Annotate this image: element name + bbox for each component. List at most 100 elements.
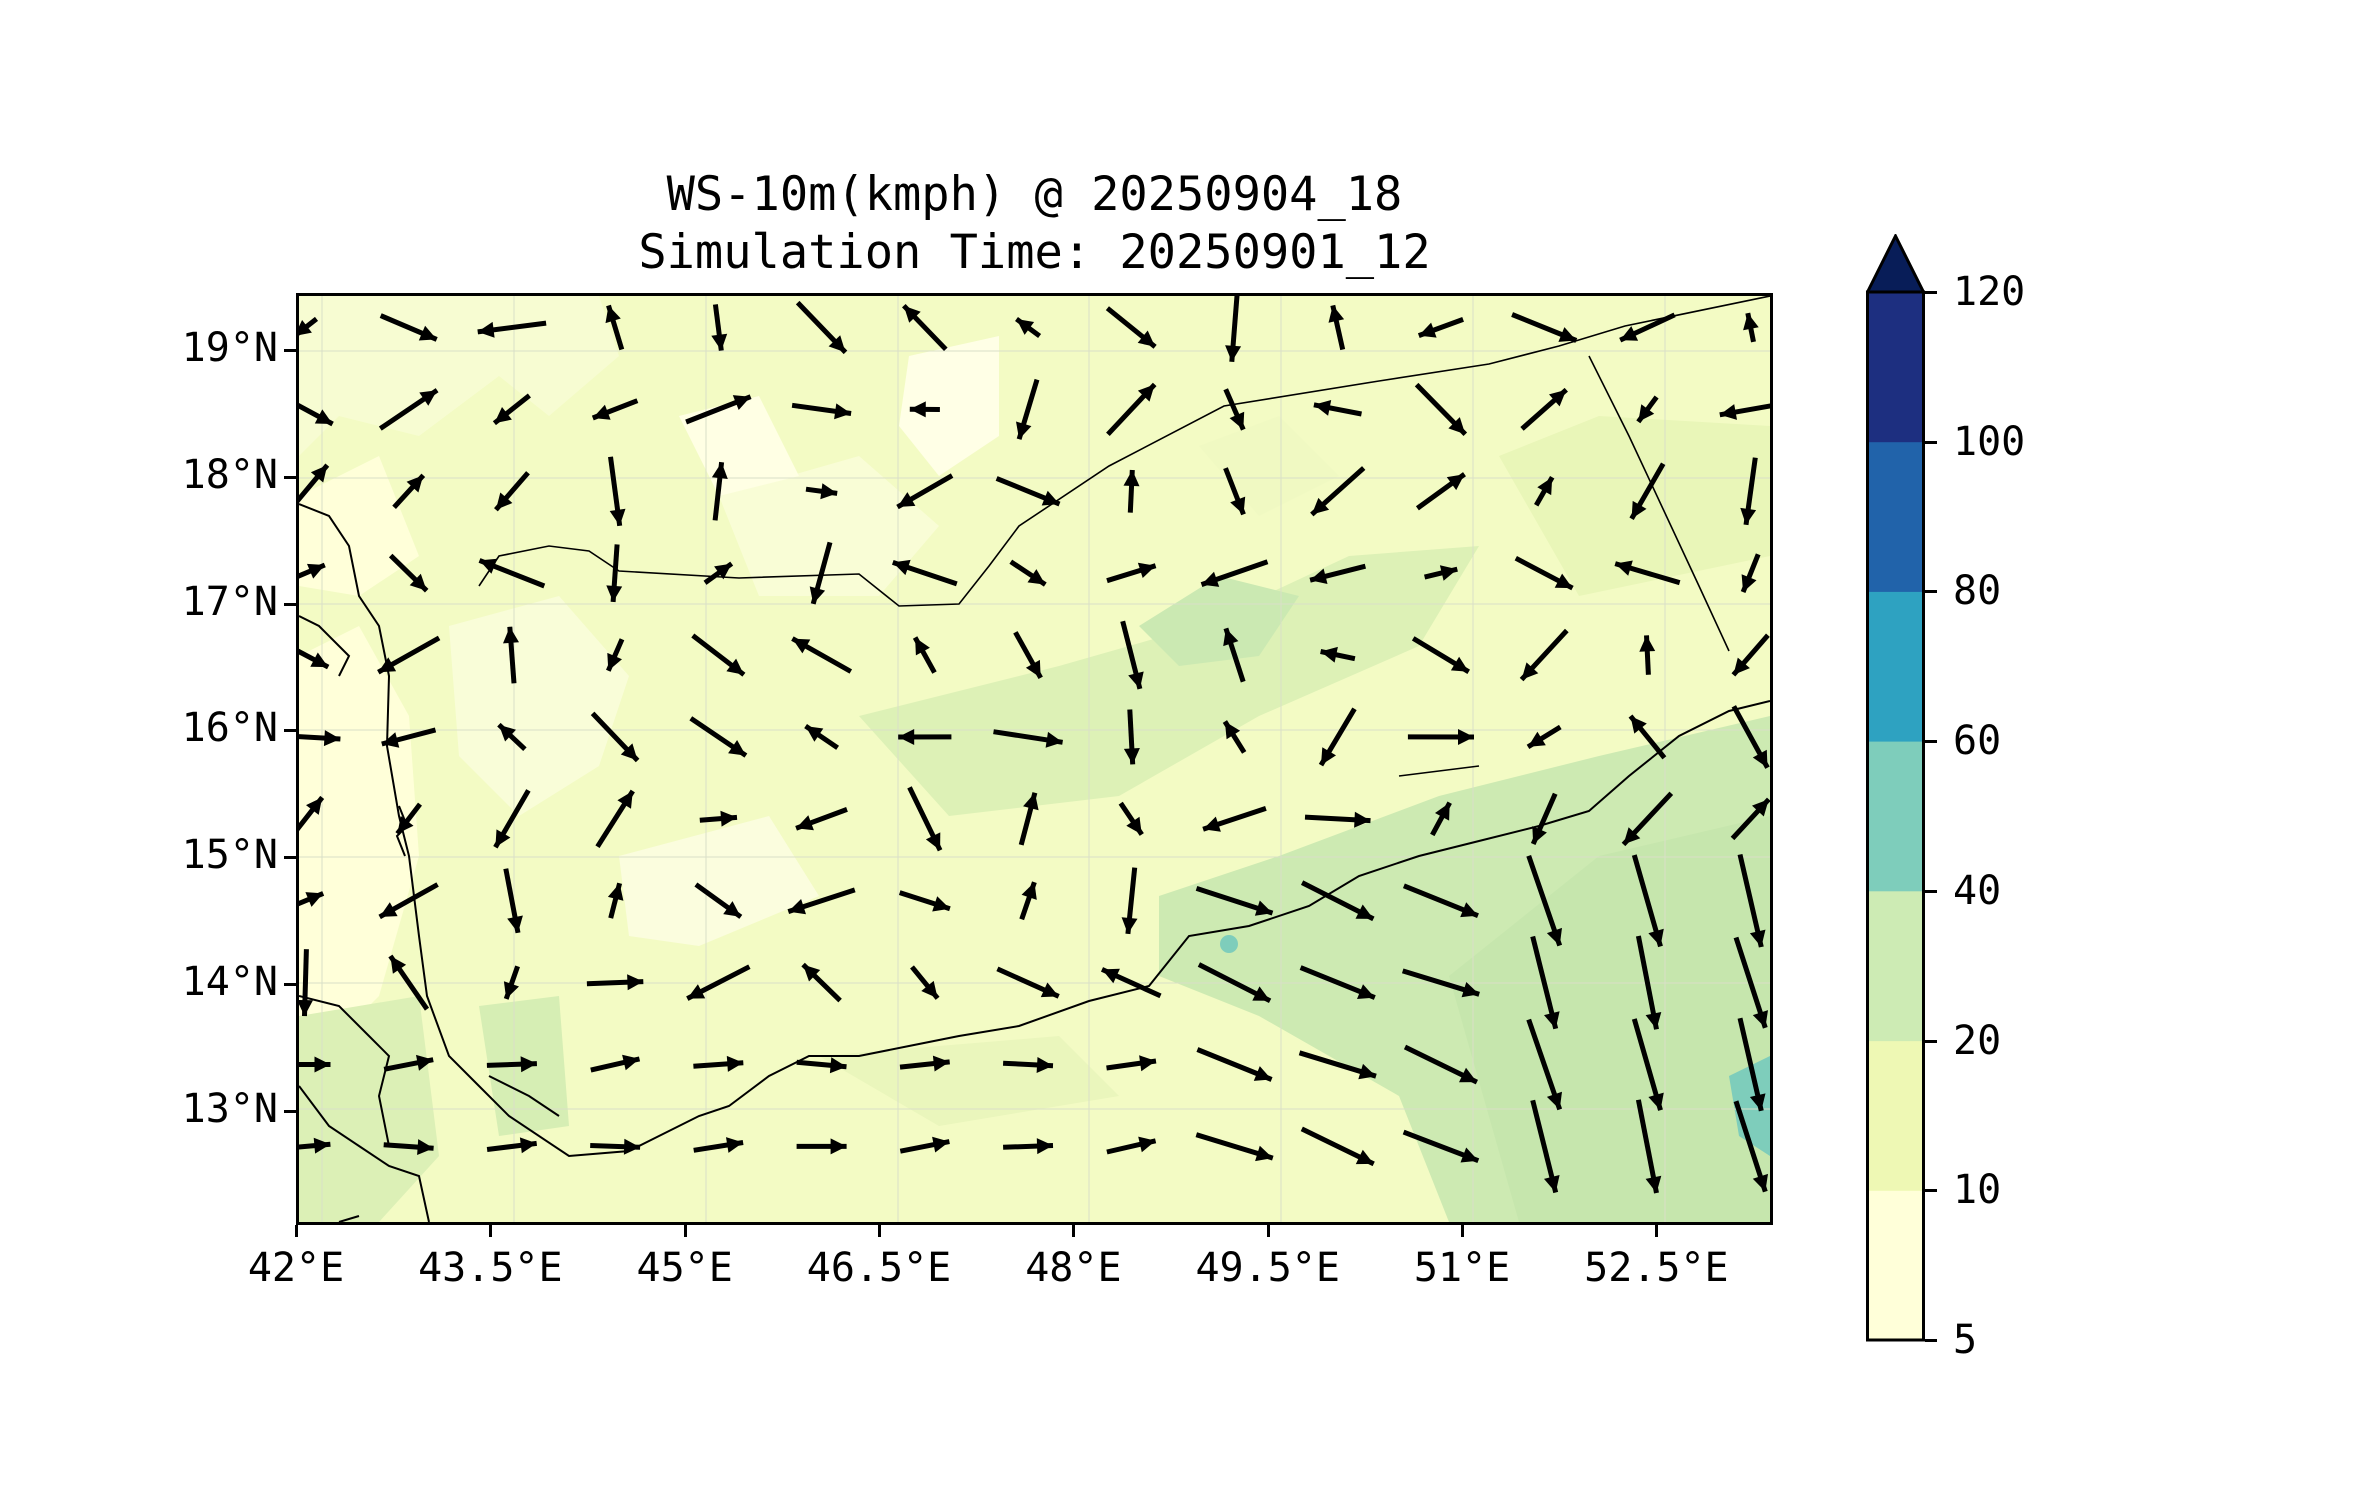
wind-arrow [606,544,623,603]
wind-arrow [1222,720,1247,754]
wind-arrow [912,636,937,674]
wind-arrow [299,648,330,670]
wind-arrow [299,562,326,579]
wind-arrow [689,716,748,758]
wind-arrow [899,1055,950,1072]
wind-arrow [995,476,1061,507]
wind-arrow [993,729,1063,748]
wind-arrow [711,461,728,521]
wind-arrow [590,1138,641,1155]
wind-arrow [1401,968,1480,998]
wind-arrow [1731,705,1770,769]
wind-arrow [1534,476,1555,507]
wind-arrow [1740,457,1758,526]
wind-arrow [1225,296,1242,362]
wind-arrow [795,807,848,831]
colorbar-tick-mark [1925,1039,1937,1043]
wind-arrow [299,949,313,1017]
wind-arrow [497,722,527,752]
wind-arrow [693,1137,744,1153]
lon-tick-label: 42°E [247,1245,345,1291]
wind-arrow [1526,1018,1563,1111]
lon-tick-mark [1072,1225,1076,1237]
wind-arrow [1310,466,1366,517]
wind-arrow [1106,382,1157,437]
wind-arrow [1430,801,1452,837]
wind-arrow [299,403,334,427]
wind-arrow [1018,792,1039,846]
wind-arrow [1402,883,1479,919]
lat-tick-label: 15°N [181,832,278,879]
wind-arrow [1520,387,1568,431]
wind-arrow [1614,560,1681,586]
wind-arrow [791,402,852,420]
wind-arrow [699,810,738,827]
wind-arrow [1619,312,1676,343]
colorbar-segment [1867,741,1924,892]
wind-arrow [693,1055,744,1072]
colorbar-tick-label: 40 [1953,867,2002,914]
wind-arrow [492,393,531,426]
wind-arrow [1013,631,1043,680]
colorbar-segment [1867,890,1924,1042]
wind-arrow [590,711,640,763]
lat-tick-label: 13°N [181,1085,278,1132]
colorbar-extend-triangle [1866,234,1925,294]
colorbar-tick-mark [1925,1189,1937,1193]
wind-arrow [1002,1057,1054,1073]
wind-arrow [503,868,523,934]
wind-arrow [1403,1044,1478,1085]
wind-arrow [1737,1017,1766,1112]
wind-arrow [1200,559,1269,587]
wind-arrow [1121,867,1138,935]
wind-arrow [299,1137,331,1154]
map-panel [296,293,1773,1225]
wind-arrow [395,802,422,836]
wind-arrow [1223,627,1246,683]
lat-tick-mark [284,349,296,353]
wind-arrow [804,724,840,750]
wind-arrow [1635,1099,1662,1194]
wind-arrow [1318,707,1357,767]
wind-arrow [1621,791,1674,847]
wind-arrow [1118,801,1144,836]
wind-arrow [996,966,1060,999]
lat-tick-mark [284,729,296,733]
wind-arrow [901,303,948,352]
lat-tick-label: 18°N [181,451,278,498]
wind-arrow [1100,967,1162,999]
wind-arrow [691,633,746,677]
wind-arrow [801,962,842,1003]
lat-tick-label: 16°N [181,705,278,752]
colorbar-segment [1867,1190,1924,1341]
wind-arrow [896,473,954,510]
wind-arrow [1015,316,1042,339]
wind-arrow [1530,792,1558,846]
wind-arrow [685,394,752,425]
colorbar-tick-mark [1925,590,1937,594]
wind-arrow [388,553,429,593]
wind-arrow [1719,403,1770,420]
wind-arrow [477,320,547,338]
wind-arrow [898,890,951,912]
wind-arrow [686,964,751,1001]
wind-arrow [1106,562,1157,584]
colorbar-tick-label: 60 [1953,718,2002,765]
wind-arrow [586,974,644,991]
wind-arrow [1733,936,1768,1029]
lon-tick-mark [878,1225,882,1237]
wind-arrow [805,483,838,500]
wind-arrow [1105,306,1157,349]
wind-arrow [1300,1126,1375,1167]
wind-arrow [1639,635,1656,675]
wind-arrow [791,636,853,674]
wind-arrow [1195,886,1274,916]
lat-tick-mark [284,983,296,987]
lon-tick-label: 43.5°E [418,1245,563,1291]
colorbar-tick-label: 120 [1953,269,2026,315]
colorbar-tick-label: 10 [1953,1167,2002,1214]
wind-arrow [1106,1136,1157,1155]
map-title-line-1: WS-10m(kmph) @ 20250904_18 [666,167,1403,222]
wind-arrow [379,313,438,342]
wind-arrow [796,1057,847,1074]
